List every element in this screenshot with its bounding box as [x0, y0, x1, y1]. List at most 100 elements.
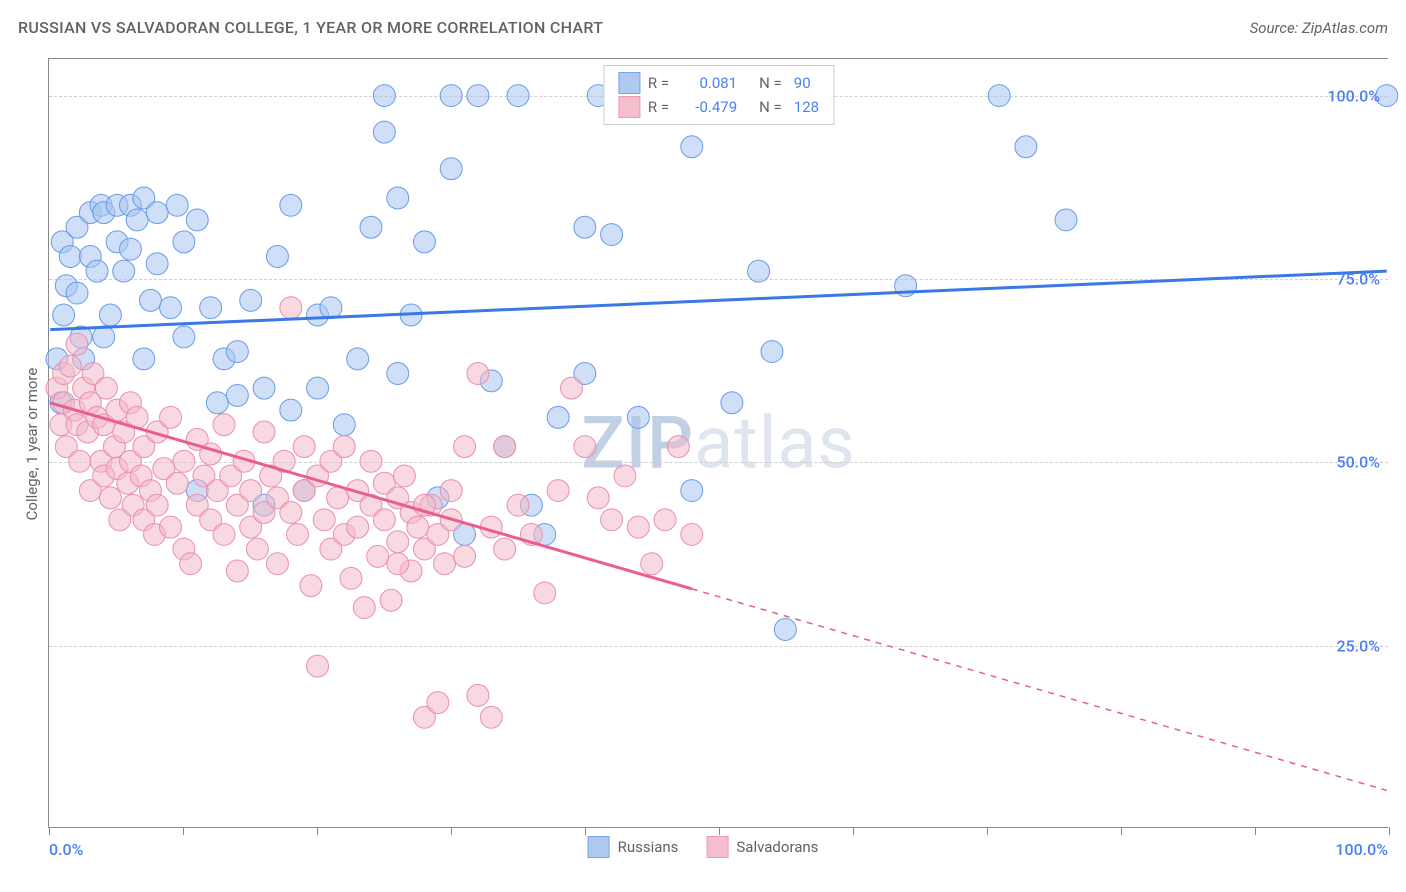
scatter-point	[387, 531, 409, 553]
source-label: Source: ZipAtlas.com	[1250, 19, 1388, 37]
scatter-point	[146, 202, 168, 224]
scatter-point	[467, 85, 489, 107]
chart-frame: College, 1 year or more ZIPatlas R =0.08…	[48, 58, 1388, 828]
scatter-point	[126, 209, 148, 231]
scatter-point	[454, 436, 476, 458]
legend-swatch	[618, 72, 640, 94]
scatter-point	[761, 341, 783, 363]
scatter-point	[200, 297, 222, 319]
scatter-point	[393, 465, 415, 487]
scatter-point	[113, 260, 135, 282]
scatter-point	[333, 436, 355, 458]
scatter-point	[440, 85, 462, 107]
x-start-label: 0.0%	[49, 840, 83, 859]
scatter-point	[53, 304, 75, 326]
scatter-point	[287, 523, 309, 545]
scatter-point	[160, 516, 182, 538]
scatter-point	[213, 414, 235, 436]
scatter-point	[360, 450, 382, 472]
scatter-point	[300, 575, 322, 597]
scatter-point	[140, 289, 162, 311]
scatter-point	[721, 392, 743, 414]
scatter-point	[467, 684, 489, 706]
scatter-point	[307, 377, 329, 399]
scatter-point	[681, 480, 703, 502]
legend-r-label: R =	[648, 98, 669, 116]
legend-r-value: 0.081	[681, 74, 737, 92]
scatter-point	[561, 377, 583, 399]
scatter-point	[1015, 136, 1037, 158]
scatter-point	[280, 297, 302, 319]
y-tick-label: 25.0%	[1336, 636, 1380, 655]
x-tick	[1121, 827, 1122, 835]
scatter-point	[246, 538, 268, 560]
scatter-point	[413, 231, 435, 253]
scatter-point	[253, 377, 275, 399]
scatter-point	[59, 355, 81, 377]
scatter-point	[373, 509, 395, 531]
scatter-point	[307, 655, 329, 677]
scatter-point	[99, 304, 121, 326]
legend-row: R = 0.081 N = 90	[618, 72, 819, 94]
scatter-point	[226, 341, 248, 363]
scatter-point	[387, 363, 409, 385]
scatter-point	[373, 121, 395, 143]
scatter-point	[774, 619, 796, 641]
scatter-point	[240, 289, 262, 311]
legend-n-label: N =	[759, 74, 782, 92]
scatter-point	[574, 216, 596, 238]
scatter-point	[327, 487, 349, 509]
x-tick	[451, 827, 452, 835]
scatter-point	[280, 194, 302, 216]
scatter-point	[534, 582, 556, 604]
scatter-point	[440, 480, 462, 502]
scatter-point	[146, 494, 168, 516]
legend-bottom-item: Salvadorans	[706, 836, 818, 858]
scatter-point	[641, 553, 663, 575]
scatter-point	[494, 436, 516, 458]
x-tick	[853, 827, 854, 835]
scatter-point	[95, 377, 117, 399]
scatter-point	[407, 516, 429, 538]
legend-top: R = 0.081 N = 90 R =-0.479N =128	[603, 65, 834, 125]
scatter-point	[253, 421, 275, 443]
scatter-point	[186, 209, 208, 231]
scatter-point	[434, 553, 456, 575]
scatter-point	[206, 392, 228, 414]
legend-swatch	[706, 836, 728, 858]
x-end-label: 100.0%	[1335, 840, 1388, 859]
legend-n-value: 128	[794, 98, 819, 116]
scatter-point	[160, 297, 182, 319]
scatter-point	[547, 480, 569, 502]
chart-title: RUSSIAN VS SALVADORAN COLLEGE, 1 YEAR OR…	[18, 18, 603, 37]
legend-swatch	[588, 836, 610, 858]
x-tick	[49, 827, 50, 835]
scatter-point	[180, 553, 202, 575]
scatter-point	[1055, 209, 1077, 231]
scatter-point	[454, 545, 476, 567]
legend-series-name: Salvadorans	[736, 838, 818, 856]
x-tick	[585, 827, 586, 835]
scatter-point	[467, 363, 489, 385]
scatter-point	[574, 436, 596, 458]
scatter-point	[547, 406, 569, 428]
scatter-point	[313, 509, 335, 531]
scatter-point	[133, 348, 155, 370]
legend-row: R =-0.479N =128	[618, 96, 819, 118]
scatter-point	[166, 472, 188, 494]
scatter-point	[160, 406, 182, 428]
scatter-point	[226, 560, 248, 582]
x-tick	[1255, 827, 1256, 835]
scatter-point	[380, 589, 402, 611]
y-axis-label: College, 1 year or more	[23, 368, 41, 521]
scatter-point	[654, 509, 676, 531]
chart-header: RUSSIAN VS SALVADORAN COLLEGE, 1 YEAR OR…	[18, 18, 1388, 37]
scatter-point	[353, 597, 375, 619]
scatter-point	[347, 516, 369, 538]
scatter-point	[748, 260, 770, 282]
scatter-point	[99, 487, 121, 509]
scatter-point	[266, 246, 288, 268]
scatter-point	[587, 487, 609, 509]
legend-n-value: 90	[794, 74, 811, 92]
legend-r-label: R =	[648, 74, 669, 92]
